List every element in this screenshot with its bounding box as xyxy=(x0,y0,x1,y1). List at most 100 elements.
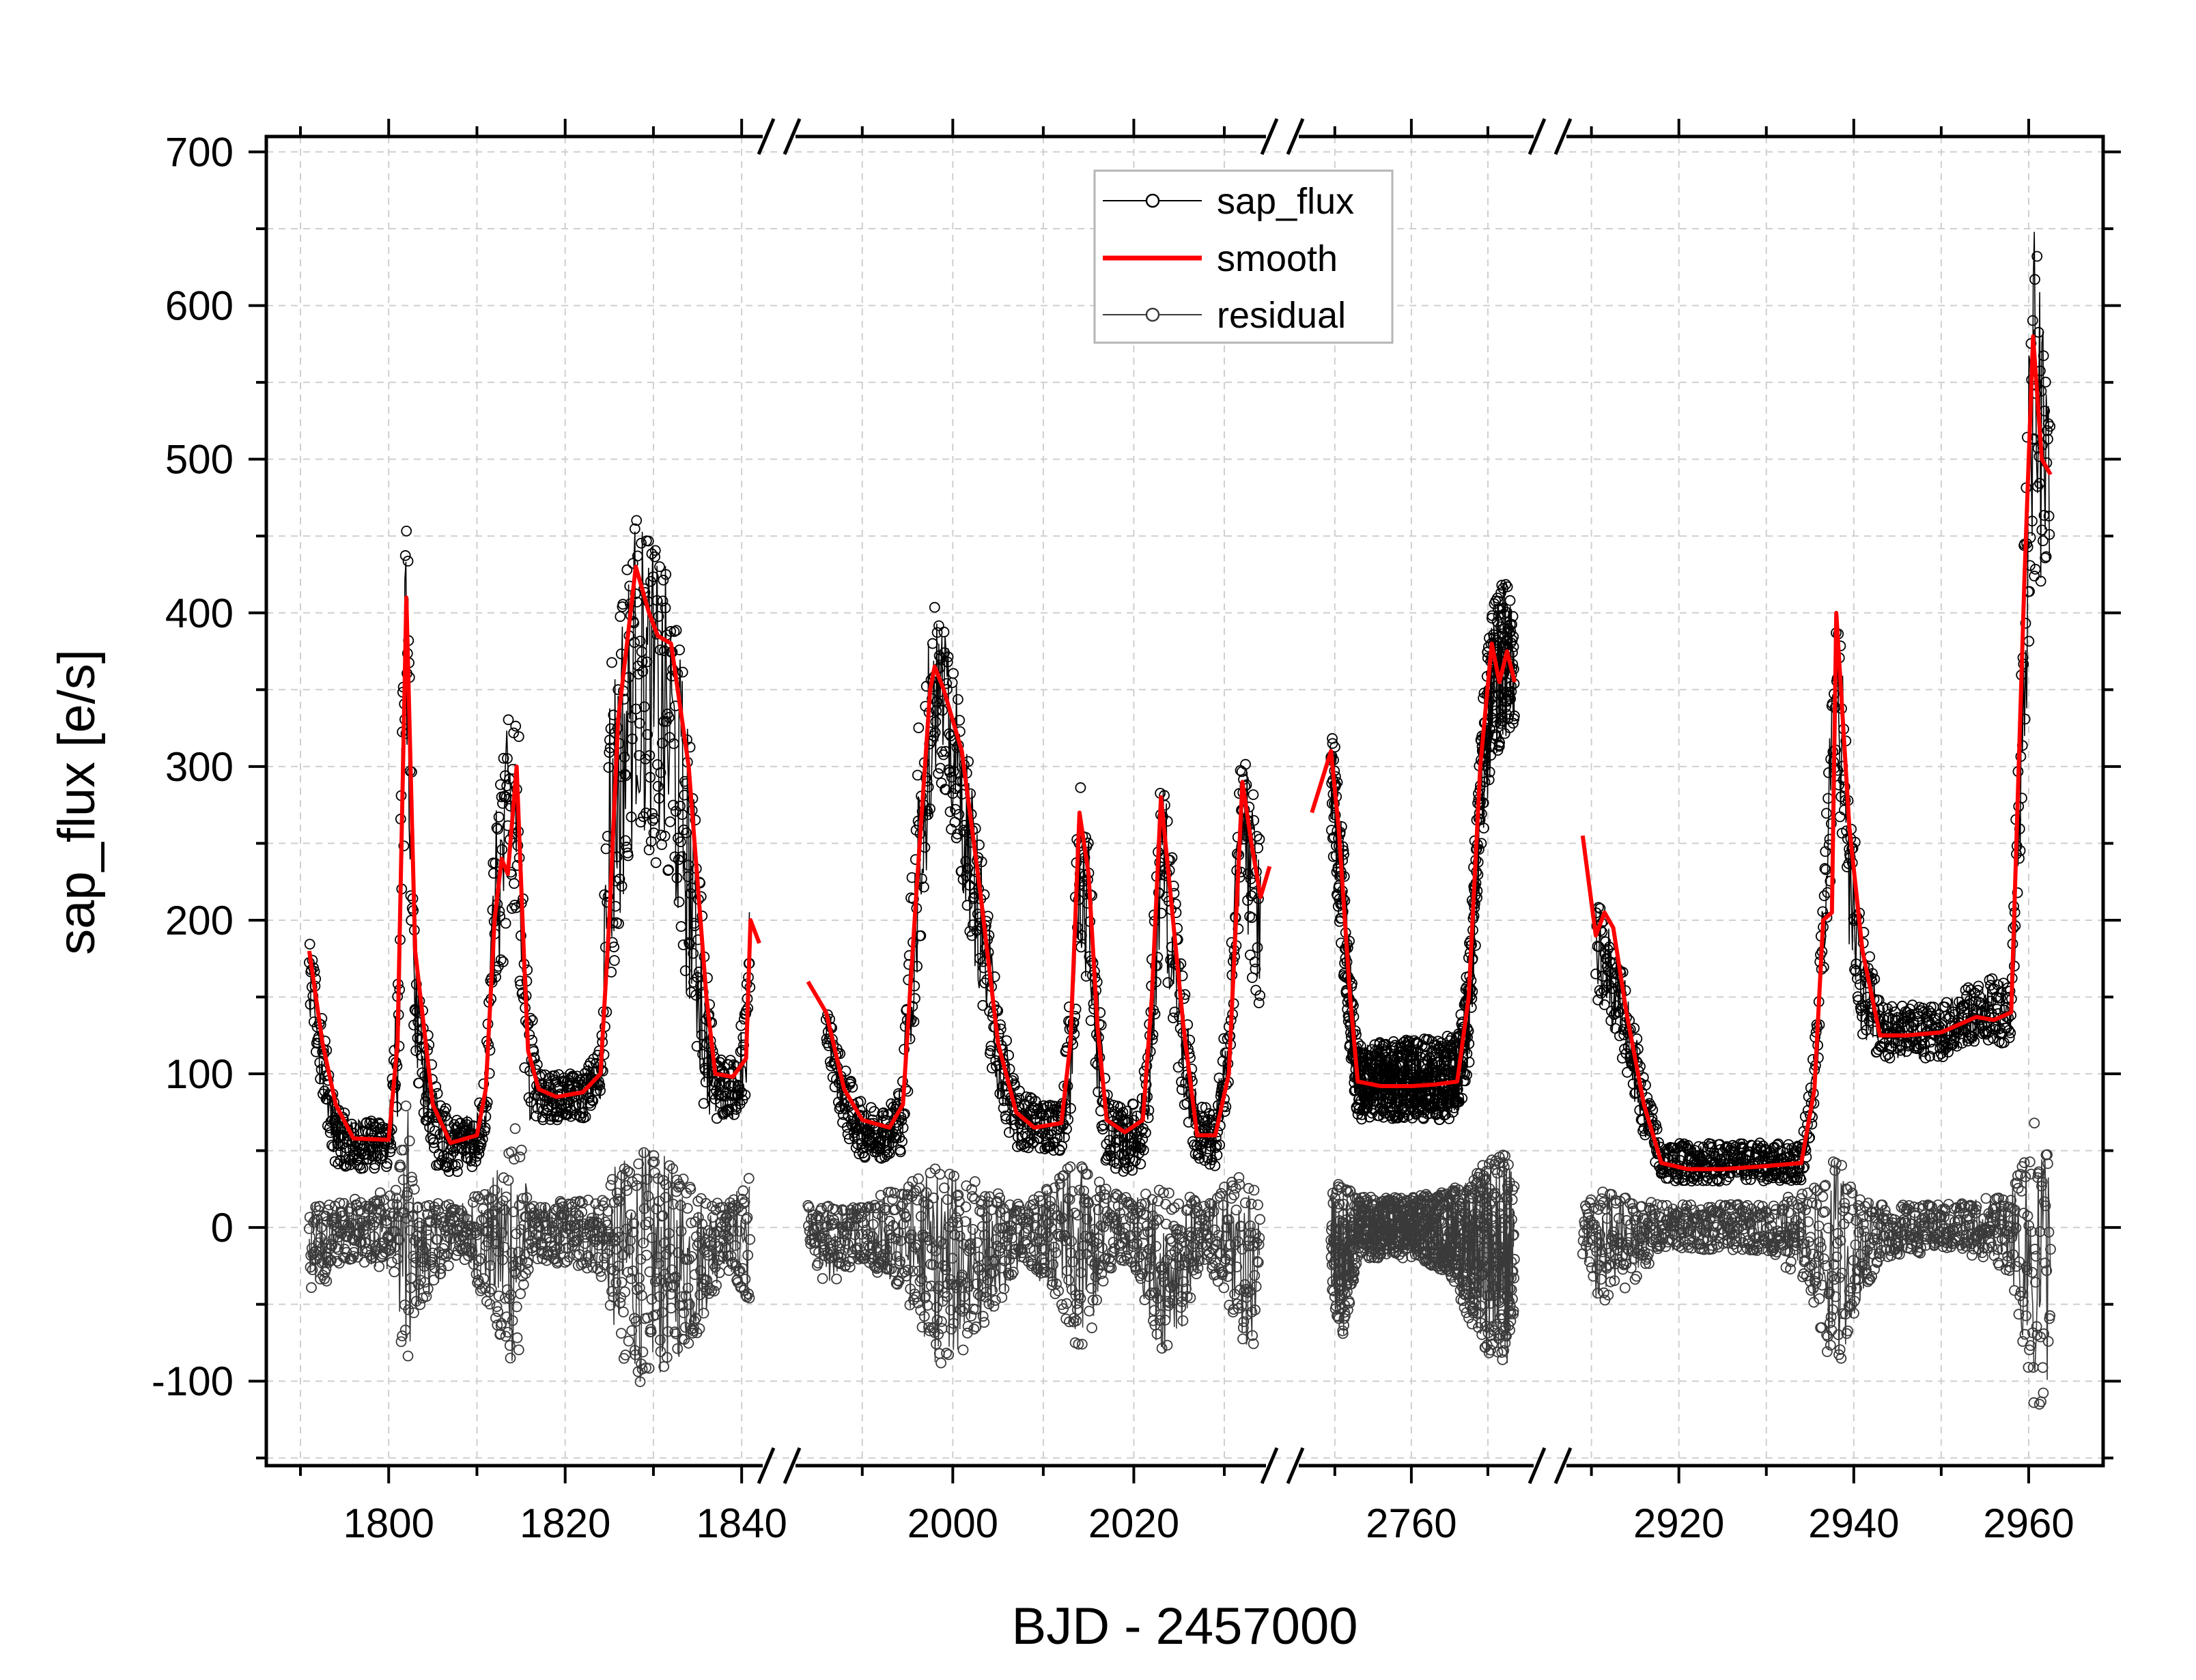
residual-point xyxy=(321,1275,333,1287)
sap-flux-point xyxy=(677,666,688,678)
residual-point xyxy=(1329,1234,1340,1246)
residual-point xyxy=(1066,1236,1077,1247)
residual-series-line xyxy=(807,1166,1261,1363)
sap-flux-point xyxy=(620,770,632,781)
residual-point xyxy=(941,1291,953,1302)
residual-point xyxy=(888,1220,899,1231)
residual-point xyxy=(502,1326,513,1338)
sap-flux-point xyxy=(1200,1102,1211,1113)
sap-flux-point xyxy=(634,717,645,729)
residual-point xyxy=(367,1204,378,1215)
residual-point xyxy=(523,1230,535,1241)
residual-point xyxy=(1008,1266,1019,1278)
residual-point xyxy=(638,1147,649,1158)
sap-flux-point xyxy=(1235,866,1247,878)
sap-flux-point xyxy=(629,523,640,535)
residual-point xyxy=(1197,1241,1209,1253)
residual-point xyxy=(905,1229,917,1240)
sap-flux-point xyxy=(491,822,503,834)
residual-point xyxy=(392,1253,404,1265)
sap-flux-point xyxy=(627,558,638,569)
sap-flux-point xyxy=(443,1166,455,1177)
residual-point xyxy=(654,1291,665,1302)
residual-point xyxy=(644,1266,656,1277)
sap-flux-point xyxy=(691,1040,703,1052)
sap-flux-point xyxy=(933,620,944,631)
sap-flux-point xyxy=(925,803,935,814)
sap-flux-point xyxy=(899,1108,910,1120)
residual-point xyxy=(410,1253,421,1264)
sap-flux-point xyxy=(496,844,508,855)
residual-point xyxy=(1074,1184,1085,1196)
sap-flux-point xyxy=(700,1064,711,1076)
residual-point xyxy=(1114,1208,1125,1219)
residual-point xyxy=(974,1205,985,1216)
sap-flux-point xyxy=(653,793,665,804)
sap-flux-point xyxy=(657,595,668,607)
sap-flux-point xyxy=(1004,1127,1015,1138)
residual-point xyxy=(1123,1197,1135,1208)
sap-flux-point xyxy=(1036,1108,1047,1120)
residual-point xyxy=(895,1201,907,1212)
residual-point xyxy=(1086,1283,1097,1294)
residual-point xyxy=(492,1306,503,1318)
residual-markers xyxy=(802,1161,1266,1369)
residual-point xyxy=(436,1263,447,1275)
sap-flux-point xyxy=(580,1111,591,1122)
residual-point xyxy=(1230,1204,1242,1216)
residual-point xyxy=(988,1300,1000,1312)
residual-point xyxy=(651,1273,663,1285)
residual-point xyxy=(1065,1161,1076,1173)
sap-flux-point xyxy=(671,872,683,883)
sap-flux-point xyxy=(895,1146,906,1158)
residual-point xyxy=(1240,1197,1251,1208)
residual-point xyxy=(1029,1204,1041,1216)
residual-point xyxy=(1138,1238,1149,1249)
sap-flux-point xyxy=(1001,1035,1012,1047)
sap-flux-point xyxy=(1075,782,1086,793)
residual-point xyxy=(1145,1252,1157,1264)
residual-point xyxy=(339,1252,351,1264)
sap-flux-point xyxy=(641,656,653,668)
sap-flux-point xyxy=(985,1040,997,1052)
residual-point xyxy=(324,1243,335,1255)
residual-point xyxy=(498,1242,510,1253)
residual-point xyxy=(608,1197,620,1208)
residual-point xyxy=(1242,1287,1253,1298)
residual-point xyxy=(1165,1282,1177,1293)
residual-point xyxy=(1106,1212,1118,1224)
sap-flux-point xyxy=(942,651,954,663)
residual-point xyxy=(913,1266,925,1277)
residual-point xyxy=(729,1240,741,1251)
sap-flux-point xyxy=(953,809,965,820)
sap-flux-point xyxy=(714,1079,724,1090)
residual-point xyxy=(1146,1194,1158,1206)
sap-flux-point xyxy=(697,1049,708,1060)
sap-flux-point xyxy=(682,871,694,883)
sap-flux-point xyxy=(679,965,691,976)
sap-flux-point xyxy=(304,939,315,950)
residual-point xyxy=(395,1161,406,1173)
residual-point xyxy=(1248,1240,1258,1252)
sap-flux-point xyxy=(1240,758,1251,770)
sap-flux-point xyxy=(944,767,955,778)
residual-point xyxy=(962,1321,974,1332)
residual-point xyxy=(875,1190,886,1201)
sap-flux-point xyxy=(1000,1113,1012,1125)
residual-point xyxy=(402,1186,413,1198)
residual-point xyxy=(864,1242,875,1253)
sap-flux-point xyxy=(1022,1137,1034,1148)
residual-point xyxy=(1230,1182,1241,1194)
residual-point xyxy=(918,1311,930,1322)
residual-point xyxy=(494,1201,505,1212)
residual-point xyxy=(715,1251,727,1262)
residual-point xyxy=(518,1279,529,1290)
residual-point xyxy=(880,1244,892,1255)
sap-flux-point xyxy=(401,526,412,537)
residual-point xyxy=(973,1251,985,1262)
residual-point xyxy=(961,1180,972,1191)
sap-flux-point xyxy=(930,716,942,728)
residual-point xyxy=(514,1151,526,1163)
residual-point xyxy=(1198,1214,1209,1225)
residual-point xyxy=(734,1225,745,1237)
